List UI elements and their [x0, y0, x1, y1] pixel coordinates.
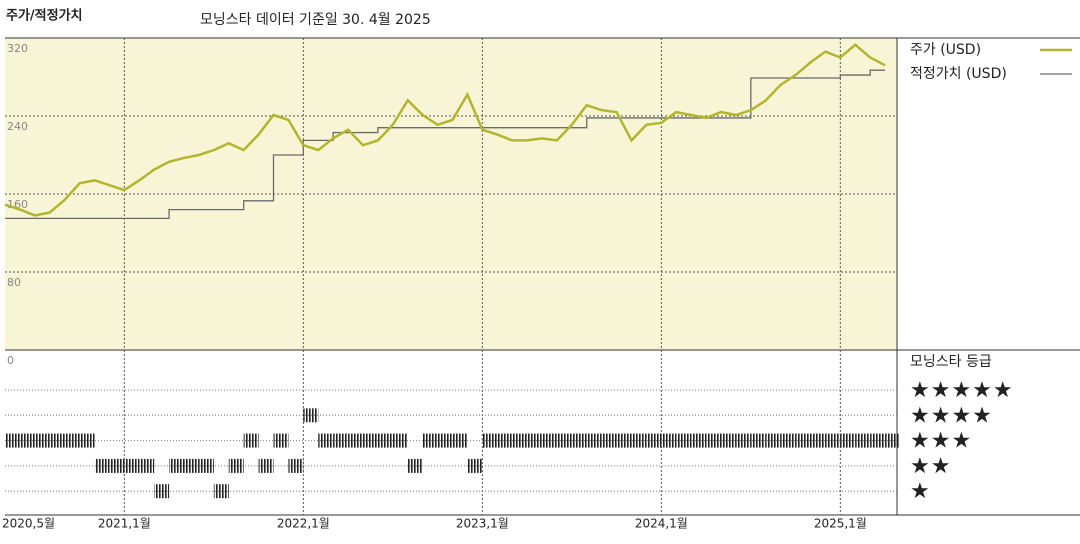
rating-mark [825, 433, 841, 448]
rating-mark [616, 433, 632, 448]
y-tick-label: 0 [7, 354, 14, 367]
rating-mark [452, 433, 468, 448]
rating-mark [154, 484, 170, 499]
rating-mark [258, 458, 274, 473]
rating-mark [601, 433, 617, 448]
rating-mark [348, 433, 363, 448]
rating-mark [184, 458, 199, 473]
y-tick-label: 240 [7, 120, 28, 133]
rating-mark [497, 433, 513, 448]
rating-mark [64, 433, 80, 448]
rating-mark [198, 458, 214, 473]
rating-mark [303, 408, 319, 423]
rating-mark [169, 458, 184, 473]
rating-label: ★★★ [910, 429, 972, 454]
rating-mark [377, 433, 393, 448]
rating-mark [870, 433, 886, 448]
chart-title: 주가/적정가치 [6, 8, 83, 24]
rating-mark [79, 433, 95, 448]
rating-mark [34, 433, 50, 448]
rating-label: ★ [910, 479, 931, 504]
rating-label: ★★★★ [910, 403, 993, 428]
x-tick-label: 2022,1월 [277, 517, 330, 531]
rating-mark [885, 433, 900, 448]
y-tick-label: 80 [7, 276, 21, 289]
rating-mark [213, 484, 229, 499]
rating-title: 모닝스타 등급 [910, 354, 992, 370]
rating-mark [273, 433, 289, 448]
rating-mark [795, 433, 811, 448]
rating-mark [318, 433, 334, 448]
legend-label: 적정가치 (USD) [910, 66, 1007, 82]
x-tick-label: 2020,5월 [2, 517, 55, 531]
rating-mark [19, 433, 35, 448]
rating-mark [527, 433, 542, 448]
legend-label: 주가 (USD) [910, 42, 981, 58]
rating-mark [482, 433, 498, 448]
rating-mark [228, 458, 244, 473]
rating-mark [556, 433, 572, 448]
rating-mark [646, 433, 662, 448]
rating-mark [437, 433, 453, 448]
rating-mark [49, 433, 65, 448]
rating-mark [810, 433, 826, 448]
rating-mark [691, 433, 707, 448]
x-tick-label: 2025,1월 [814, 517, 867, 531]
x-tick-label: 2023,1월 [456, 517, 509, 531]
rating-mark [765, 433, 781, 448]
chart-subtitle: 모닝스타 데이터 기준일 30. 4월 2025 [200, 12, 431, 28]
rating-mark [124, 458, 140, 473]
rating-label: ★★★★★ [910, 378, 1014, 403]
rating-mark [392, 433, 408, 448]
rating-mark [706, 433, 721, 448]
rating-mark [333, 433, 349, 448]
rating-mark [5, 433, 20, 448]
x-tick-label: 2021,1월 [98, 517, 151, 531]
rating-mark [94, 458, 110, 473]
rating-mark [840, 433, 856, 448]
rating-mark [586, 433, 602, 448]
rating-mark [676, 433, 692, 448]
rating-mark [855, 433, 871, 448]
rating-mark [139, 458, 155, 473]
series-line [5, 69, 886, 220]
rating-mark [109, 458, 125, 473]
rating-mark [631, 433, 647, 448]
rating-mark [750, 433, 766, 448]
rating-mark [661, 433, 677, 448]
rating-mark [422, 433, 438, 448]
rating-mark [407, 458, 423, 473]
rating-mark [363, 433, 378, 448]
x-tick-label: 2024,1월 [635, 517, 688, 531]
series-line [4, 43, 886, 217]
y-tick-label: 320 [7, 42, 28, 55]
rating-mark [288, 458, 304, 473]
rating-mark [512, 433, 528, 448]
rating-mark [780, 433, 796, 448]
rating-mark [542, 433, 557, 448]
rating-mark [467, 458, 483, 473]
rating-mark [735, 433, 751, 448]
rating-mark [571, 433, 587, 448]
rating-label: ★★ [910, 454, 951, 479]
rating-mark [243, 433, 259, 448]
rating-mark [721, 433, 736, 448]
